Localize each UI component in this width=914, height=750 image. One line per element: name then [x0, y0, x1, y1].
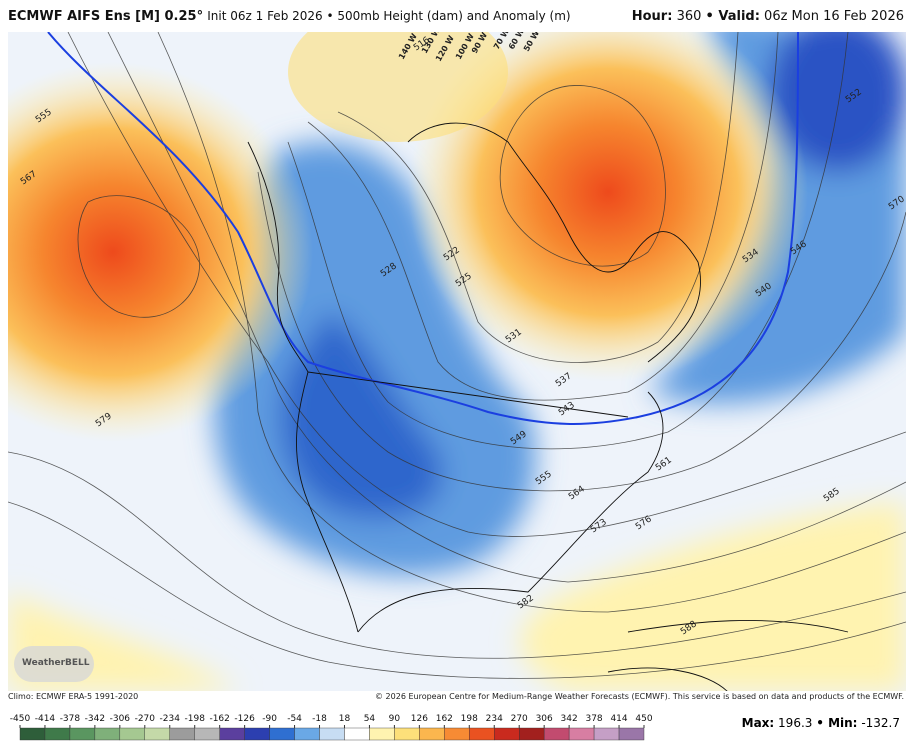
- colorbar-swatch: [169, 727, 195, 741]
- colorbar-tick-label: 414: [610, 714, 627, 724]
- logo-bg: [14, 646, 94, 682]
- colorbar-swatch: [219, 727, 245, 741]
- colorbar-tick-label: 90: [389, 714, 401, 724]
- colorbar-tick-label: -90: [262, 714, 277, 724]
- max-label: Max:: [741, 716, 775, 730]
- valid: 06z Mon 16 Feb 2026: [764, 9, 904, 24]
- colorbar: -450 -414 -378 -342 -306 -270 -234 -198 -162 -126…: [10, 714, 653, 741]
- copyright: © 2026 European Centre for Medium-Range …: [375, 692, 904, 701]
- colorbar-swatch: [144, 727, 170, 741]
- colorbar-swatch: [593, 727, 620, 741]
- colorbar-swatch: [469, 727, 495, 741]
- header-right: Hour: 360 • Valid: 06z Mon 16 Feb 2026: [632, 9, 904, 24]
- colorbar-swatch: [369, 727, 395, 741]
- colorbar-swatch: [618, 727, 645, 741]
- colorbar-tick-label: 126: [411, 714, 428, 724]
- colorbar-tick-label: -342: [85, 714, 105, 724]
- colorbar-tick-label: -18: [312, 714, 327, 724]
- colorbar-swatch: [119, 727, 145, 741]
- climo: Climo: ECMWF ERA-5 1991-2020: [8, 692, 139, 701]
- colorbar-tick-label: -162: [209, 714, 229, 724]
- colorbar-swatch: [294, 727, 320, 741]
- title: ECMWF AIFS Ens [M] 0.25°: [8, 9, 204, 24]
- hour-label: Hour:: [631, 9, 673, 24]
- colorbar-swatch: [419, 727, 445, 741]
- colorbar-swatch: [519, 727, 545, 741]
- colorbar-swatch: [69, 727, 96, 741]
- hour: 360: [676, 9, 702, 24]
- subtitle: Init 06z 1 Feb 2026 • 500mb Height (dam)…: [207, 9, 571, 23]
- colorbar-tick-label: 450: [635, 714, 652, 724]
- colorbar-tick-label: -126: [234, 714, 255, 724]
- colorbar-tick-label: -378: [60, 714, 81, 724]
- colorbar-swatch: [269, 727, 295, 741]
- valid-label: • Valid:: [705, 9, 760, 24]
- colorbar-swatch: [244, 727, 270, 741]
- min: -132.7: [861, 716, 900, 730]
- colorbar-swatch: [543, 727, 570, 741]
- colorbar-tick-label: -198: [185, 714, 206, 724]
- header-left: ECMWF AIFS Ens [M] 0.25° Init 06z 1 Feb …: [8, 9, 571, 24]
- colorbar-tick-label: 306: [536, 714, 553, 724]
- colorbar-swatch: [344, 727, 370, 741]
- colorbar-swatch: [194, 727, 220, 741]
- max: 196.3: [778, 716, 813, 730]
- colorbar-tick-label: 198: [461, 714, 478, 724]
- colorbar-tick-label: 378: [585, 714, 602, 724]
- colorbar-tick-label: 162: [436, 714, 453, 724]
- colorbar-tick-label: -450: [10, 714, 31, 724]
- colorbar-swatch: [19, 727, 46, 741]
- colorbar-tick-label: -306: [110, 714, 131, 724]
- colorbar-tick-label: -234: [160, 714, 181, 724]
- colorbar-swatch: [394, 727, 420, 741]
- colorbar-tick-label: -414: [35, 714, 56, 724]
- min-label: • Min:: [816, 716, 858, 730]
- max-min: Max: 196.3 • Min: -132.7: [742, 716, 900, 730]
- colorbar-swatch: [94, 727, 121, 741]
- colorbar-swatch: [319, 727, 345, 741]
- colorbar-tick-label: 270: [511, 714, 528, 724]
- colorbar-tick-label: -270: [135, 714, 156, 724]
- colorbar-tick-label: 342: [561, 714, 578, 724]
- colorbar-tick-label: -54: [287, 714, 302, 724]
- colorbar-tick-label: 234: [486, 714, 503, 724]
- colorbar-tick-label: 54: [364, 714, 376, 724]
- colorbar-tick-label: 18: [339, 714, 351, 724]
- colorbar-swatch: [444, 727, 470, 741]
- colorbar-swatch: [44, 727, 71, 741]
- logo: WeatherBELL: [22, 658, 90, 668]
- colorbar-swatch: [494, 727, 520, 741]
- colorbar-swatch: [568, 727, 595, 741]
